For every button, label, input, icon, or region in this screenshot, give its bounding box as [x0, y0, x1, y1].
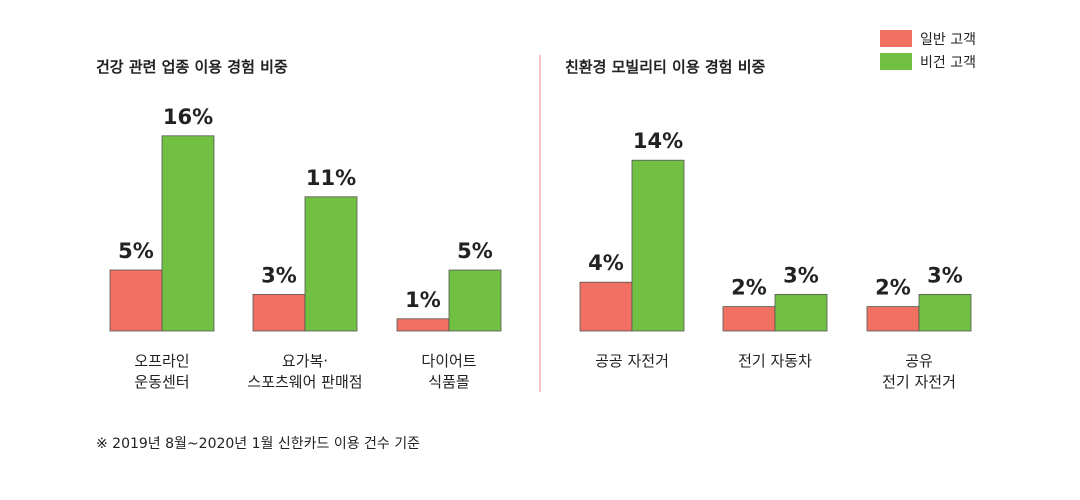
category-label-c0-g1-line0: 요가복·	[282, 352, 328, 370]
data-label-c0-g1-general: 3%	[261, 263, 297, 287]
data-label-c1-g1-vegan: 3%	[783, 263, 819, 287]
legend-label-vegan: 비건 고객	[920, 55, 976, 71]
bar-c1-g0-vegan	[631, 159, 685, 332]
legend-swatch-general	[880, 30, 912, 47]
data-label-c1-g1-general: 2%	[731, 276, 767, 300]
bar-c0-g1-general	[252, 293, 306, 332]
category-label-c1-g2-line0: 공유	[905, 352, 933, 370]
category-label-c1-g0-line0: 공공 자전거	[595, 352, 669, 370]
category-label-c0-g1-line1: 스포츠웨어 판매점	[247, 373, 362, 391]
bar-c1-g0-general	[579, 281, 633, 332]
bar-c0-g2-vegan	[448, 269, 502, 332]
legend: 일반 고객 비건 고객	[880, 30, 976, 71]
bar-c0-g2-general	[396, 318, 450, 332]
bar-c0-g0-general	[109, 269, 163, 332]
data-label-c0-g0-general: 5%	[118, 239, 154, 263]
legend-label-general: 일반 고객	[920, 32, 976, 48]
legend-swatch-vegan	[880, 53, 912, 70]
bar-c1-g2-vegan	[918, 293, 972, 332]
bar-c1-g1-general	[722, 306, 776, 332]
data-label-c1-g0-vegan: 14%	[633, 129, 683, 153]
category-label-c0-g0-line0: 오프라인	[134, 352, 189, 370]
data-label-c0-g1-vegan: 11%	[306, 166, 356, 190]
data-label-c1-g2-vegan: 3%	[927, 263, 963, 287]
bar-c1-g1-vegan	[774, 293, 828, 332]
category-label-c0-g0-line1: 운동센터	[134, 373, 189, 391]
data-label-c0-g2-vegan: 5%	[457, 239, 493, 263]
data-label-c0-g2-general: 1%	[405, 288, 441, 312]
footnote: ※ 2019년 8월~2020년 1월 신한카드 이용 건수 기준	[96, 436, 420, 452]
chart-title-mobility: 친환경 모빌리티 이용 경험 비중	[565, 58, 765, 76]
category-label-c0-g2-line1: 식품몰	[428, 373, 469, 391]
bar-c0-g1-vegan	[304, 196, 358, 332]
category-label-c1-g1-line0: 전기 자동차	[738, 352, 812, 370]
bar-c0-g0-vegan	[161, 135, 215, 332]
data-label-c0-g0-vegan: 16%	[163, 105, 213, 129]
bar-c1-g2-general	[866, 306, 920, 332]
data-label-c1-g0-general: 4%	[588, 251, 624, 275]
category-label-c1-g2-line1: 전기 자전거	[882, 373, 956, 391]
data-label-c1-g2-general: 2%	[875, 276, 911, 300]
category-label-c0-g2-line0: 다이어트	[421, 352, 476, 370]
chart-title-health: 건강 관련 업종 이용 경험 비중	[96, 58, 288, 76]
